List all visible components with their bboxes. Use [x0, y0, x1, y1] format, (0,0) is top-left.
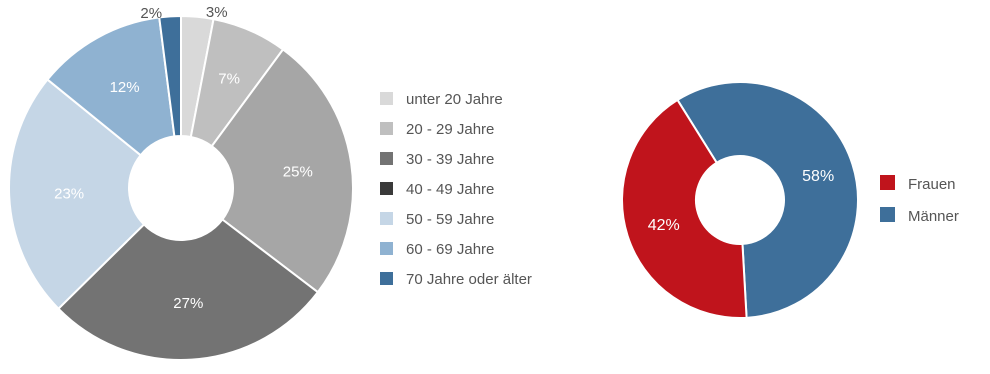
legend-swatch-unter-20-jahre [380, 92, 393, 105]
donut-chart-2: 58% 42% [621, 81, 859, 319]
value-label-70-jahre-oder-aelter: 2% [140, 5, 162, 22]
slice-30-39-jahre [210, 48, 354, 294]
value-label-maenner: 58% [802, 168, 834, 185]
legend-swatch-30-39-jahre [380, 152, 393, 165]
legend-label-unter-20-jahre: unter 20 Jahre [406, 91, 503, 108]
legend-label-30-39-jahre: 30 - 39 Jahre [406, 151, 494, 168]
legend-swatch-frauen [880, 175, 895, 190]
legend-label-50-59-jahre: 50 - 59 Jahre [406, 211, 494, 228]
legend-swatch-40-49-jahre [380, 182, 393, 195]
legend-label-maenner: Männer [908, 208, 959, 225]
legend-label-40-49-jahre: 40 - 49 Jahre [406, 181, 494, 198]
value-label-unter-20-jahre: 3% [206, 4, 228, 21]
legend-1: unter 20 Jahre 20 - 29 Jahre 30 - 39 Jahre… [380, 91, 532, 288]
legend-label-20-29-jahre: 20 - 29 Jahre [406, 121, 494, 138]
slice-60-69-jahre [46, 16, 176, 157]
value-label-50-59-jahre: 23% [54, 186, 84, 203]
value-label-40-49-jahre: 27% [173, 295, 203, 312]
slice-40-49-jahre [57, 218, 320, 361]
legend-swatch-70-jahre-oder-aelter [380, 272, 393, 285]
legend-label-70-jahre-oder-aelter: 70 Jahre oder älter [406, 271, 532, 288]
value-label-20-29-jahre: 7% [218, 70, 240, 87]
value-label-30-39-jahre: 25% [283, 163, 313, 180]
slice-frauen [621, 98, 748, 319]
legend-swatch-20-29-jahre [380, 122, 393, 135]
donut-chart-1: 3% 7% 25% 27% 23% 12% 2% [8, 4, 354, 361]
legend-swatch-maenner [880, 207, 895, 222]
legend-swatch-60-69-jahre [380, 242, 393, 255]
legend-label-60-69-jahre: 60 - 69 Jahre [406, 241, 494, 258]
legend-label-frauen: Frauen [908, 176, 956, 193]
value-label-frauen: 42% [648, 217, 680, 234]
legend-2: Frauen Männer [880, 175, 959, 225]
slice-70-jahre-oder-aelter [158, 14, 182, 138]
legend-swatch-50-59-jahre [380, 212, 393, 225]
slice-maenner [676, 81, 859, 319]
slice-50-59-jahre [8, 78, 146, 311]
value-label-60-69-jahre: 12% [110, 79, 140, 96]
